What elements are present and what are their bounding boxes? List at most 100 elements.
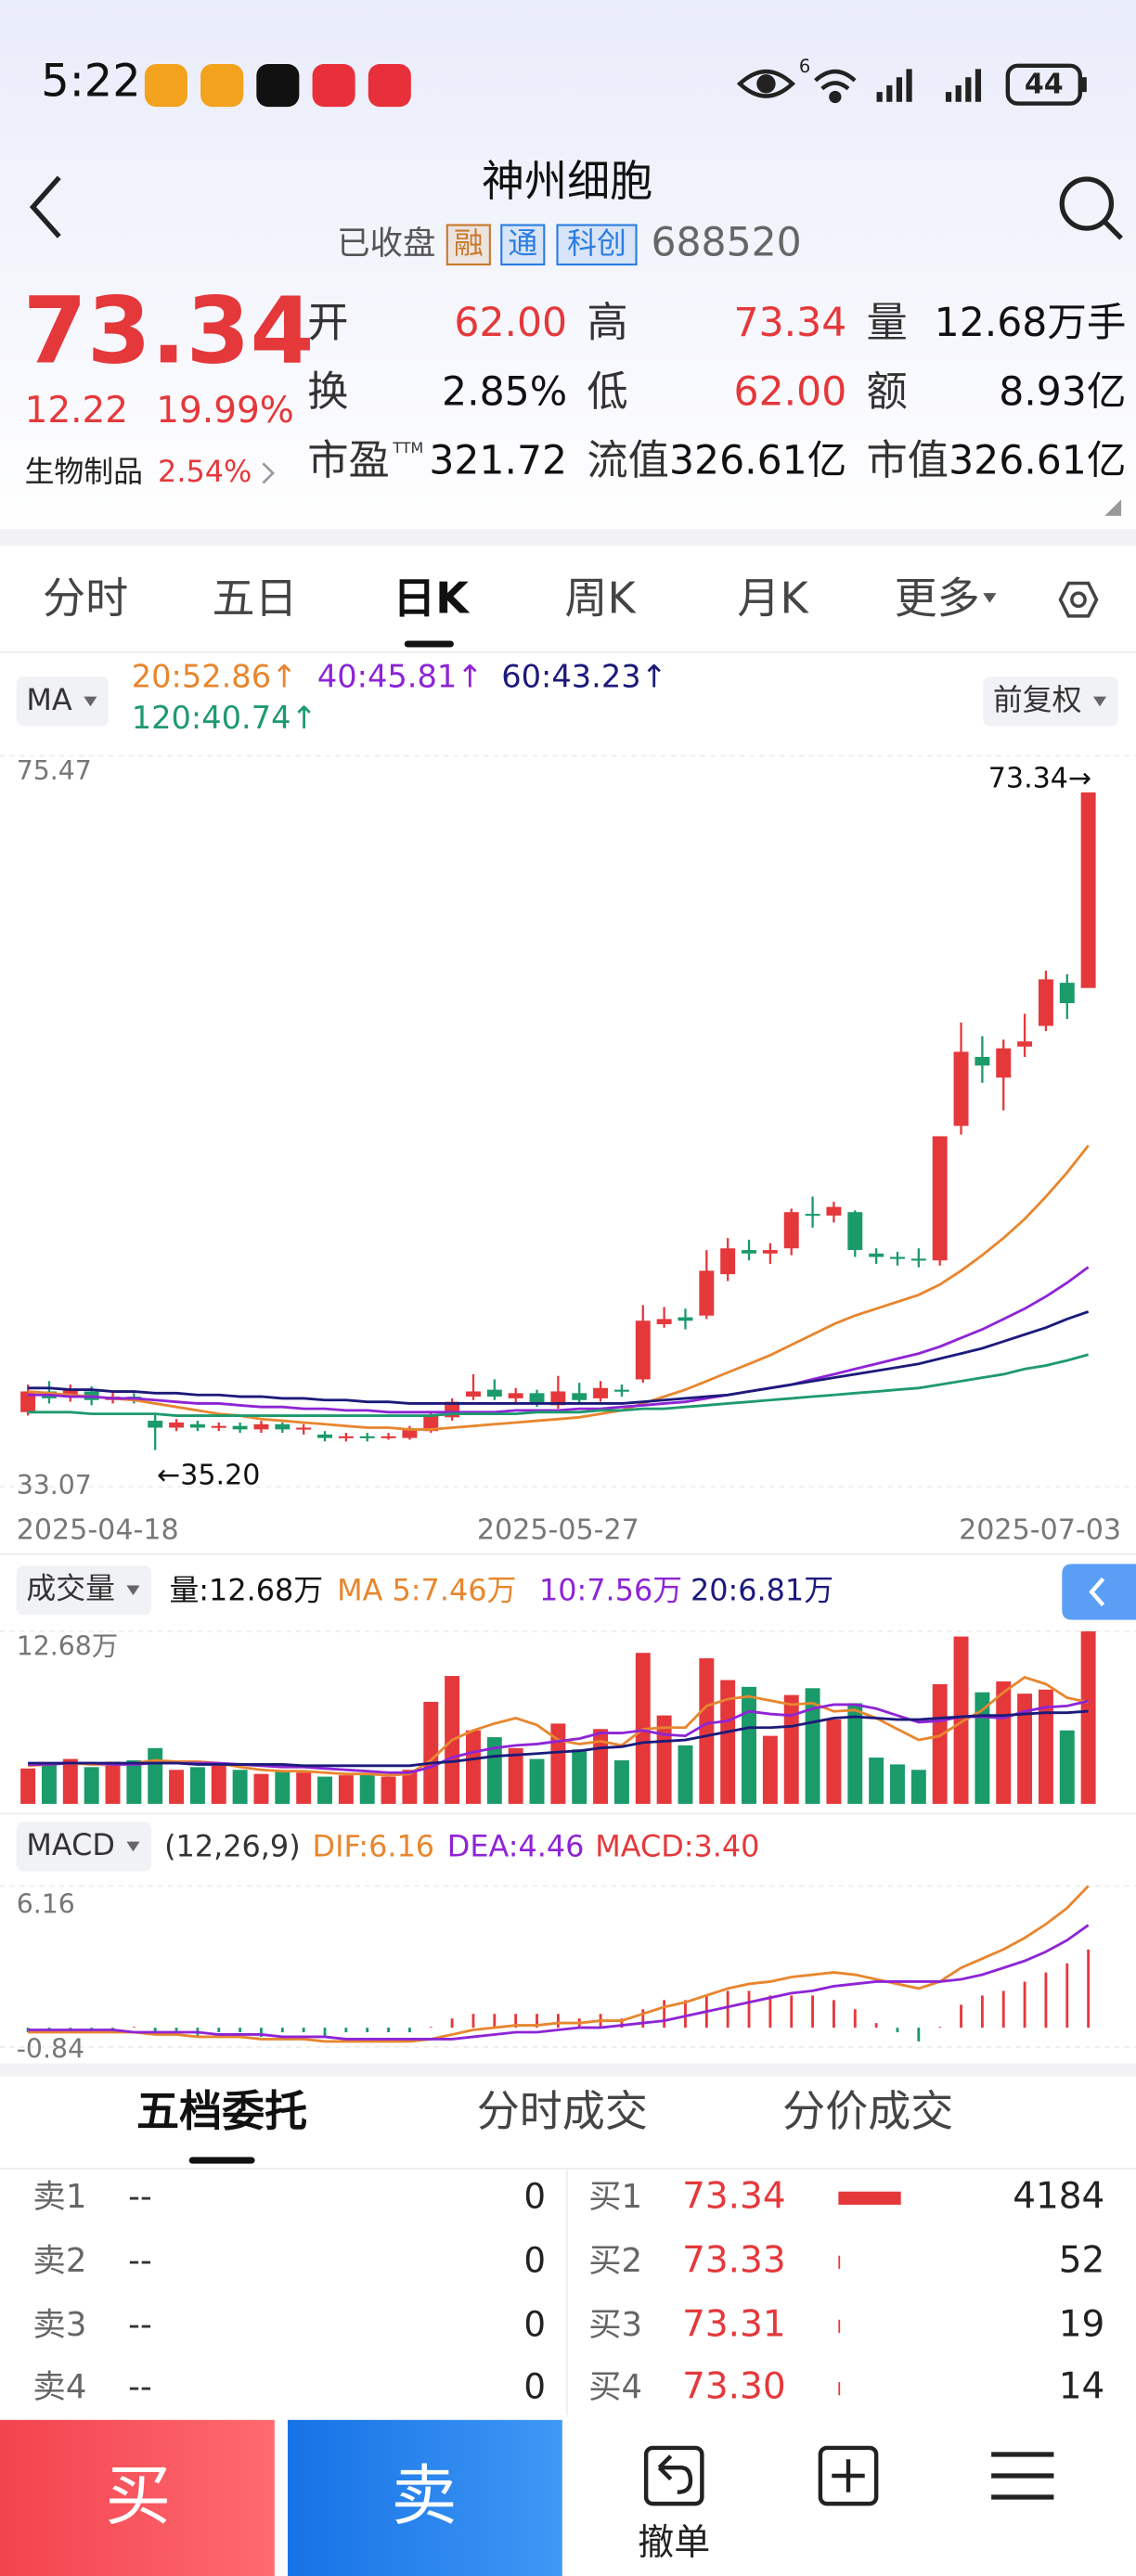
ma-legend: 60:43.23↑ (501, 659, 667, 695)
tag: 科创 (567, 225, 626, 261)
volume-bar (699, 1658, 715, 1804)
candle-body (359, 1436, 375, 1438)
volume-bar (211, 1765, 226, 1804)
candle-body (189, 1423, 205, 1428)
candle-body (402, 1429, 418, 1438)
candle-body (296, 1427, 312, 1430)
adjust-selector-box[interactable] (983, 676, 1118, 727)
order-tab[interactable]: 五档委托 (136, 2086, 307, 2136)
ask-volume: 0 (523, 2303, 546, 2344)
sell-button[interactable] (287, 2419, 562, 2576)
candle-body (613, 1389, 629, 1392)
bid-label: 买3 (588, 2306, 642, 2344)
volume-bar (572, 1749, 587, 1804)
expand-corner[interactable] (1104, 499, 1122, 516)
collapse-tab[interactable] (1062, 1564, 1136, 1620)
field-label: 市值 (866, 437, 949, 484)
candle-body (62, 1389, 78, 1396)
field-value: 2.85% (442, 369, 567, 415)
field-value: 12.68万手 (935, 301, 1127, 346)
field-label: 市盈 (307, 437, 390, 484)
sell-label: 卖 (392, 2457, 458, 2534)
dea-line (28, 1924, 1090, 2041)
macd-legend: DEA:4.46 (447, 1829, 585, 1864)
ma-line (28, 1353, 1090, 1417)
bid-price: 73.33 (682, 2239, 786, 2281)
ask-volume: 0 (523, 2239, 546, 2280)
volume-ma-legend: 20:6.81万 (691, 1573, 833, 1608)
add-watchlist-icon[interactable] (818, 2445, 879, 2506)
ask-label: 卖1 (32, 2178, 86, 2216)
candle-body (953, 1051, 969, 1127)
x-tick-label: 2025-07-03 (959, 1514, 1121, 1547)
candle-body (869, 1253, 884, 1257)
x-tick-label: 2025-05-27 (477, 1514, 639, 1547)
macd-selector: MACD (26, 1827, 115, 1862)
field-value: 62.00 (454, 301, 567, 346)
period-tab[interactable]: 日K (393, 573, 471, 623)
ma-legend: 20:52.86↑ (132, 659, 298, 695)
candle-body (20, 1391, 36, 1412)
back-button[interactable] (29, 175, 61, 238)
field-value: 62.00 (734, 369, 847, 415)
bid-price: 73.30 (682, 2366, 786, 2408)
volume-bar (720, 1680, 736, 1804)
period-tab[interactable]: 周K (564, 573, 637, 623)
volume-bar (1017, 1694, 1033, 1804)
candle-body (508, 1393, 523, 1398)
bid-volume-bar (838, 2319, 841, 2333)
cancel-icon[interactable] (643, 2445, 704, 2506)
period-tab[interactable]: 更多 (895, 573, 980, 623)
candle-body (550, 1391, 566, 1406)
menu-icon[interactable] (991, 2452, 1054, 2500)
volume-bar (126, 1759, 142, 1804)
volume-bar (1059, 1730, 1075, 1804)
volume-bar (189, 1767, 205, 1804)
buy-button[interactable] (0, 2419, 275, 2576)
candle-body (1059, 983, 1075, 1004)
candle-body (847, 1212, 863, 1251)
search-button[interactable] (1059, 176, 1123, 240)
volume-bar (62, 1758, 78, 1804)
sector-change: 2.54% (158, 454, 252, 489)
system-icons (736, 63, 1087, 106)
settings-button[interactable] (1058, 581, 1099, 618)
y-tick-label: -0.84 (17, 2033, 84, 2064)
field-label: 换 (307, 368, 348, 416)
volume-ma-legend: MA 5:7.46万 (337, 1573, 516, 1608)
ma-selector-box[interactable] (16, 676, 109, 727)
volume-bar (890, 1764, 905, 1804)
candle-body (932, 1136, 948, 1261)
order-tab[interactable]: 分时成交 (477, 2086, 648, 2136)
macd-selector-box[interactable] (16, 1822, 151, 1872)
candle-body (148, 1421, 163, 1428)
macd-legend: DIF:6.16 (313, 1829, 434, 1864)
field-label: 开 (307, 300, 348, 347)
candle-body (593, 1387, 609, 1398)
period-tab[interactable]: 月K (737, 573, 809, 623)
volume-bar (296, 1772, 312, 1804)
volume-bar (783, 1694, 799, 1804)
ask-volume: 0 (523, 2366, 546, 2407)
separator (0, 529, 1136, 546)
volume-bar (41, 1764, 57, 1804)
max-price-label: 73.34→ (988, 762, 1091, 794)
y-tick-label: 33.07 (17, 1470, 92, 1501)
candle-body (232, 1425, 248, 1430)
period-tab[interactable]: 分时 (43, 573, 128, 623)
ma-line (28, 1266, 1090, 1414)
volume-ma-legend: 10:7.56万 (539, 1573, 682, 1608)
order-tab[interactable]: 分价成交 (782, 2086, 953, 2136)
field-label: 低 (587, 368, 627, 416)
sector-arrow[interactable] (262, 462, 275, 484)
candle-body (465, 1391, 481, 1397)
bid-volume: 4184 (1013, 2175, 1104, 2217)
period-tab[interactable]: 五日 (213, 573, 298, 623)
dropdown-arrow (84, 696, 97, 707)
bid-volume: 19 (1059, 2303, 1105, 2345)
volume-selector-box[interactable] (16, 1565, 151, 1616)
volume-bar (932, 1683, 948, 1804)
market-status: 已收盘 (337, 225, 435, 263)
bid-label: 买2 (588, 2242, 642, 2280)
